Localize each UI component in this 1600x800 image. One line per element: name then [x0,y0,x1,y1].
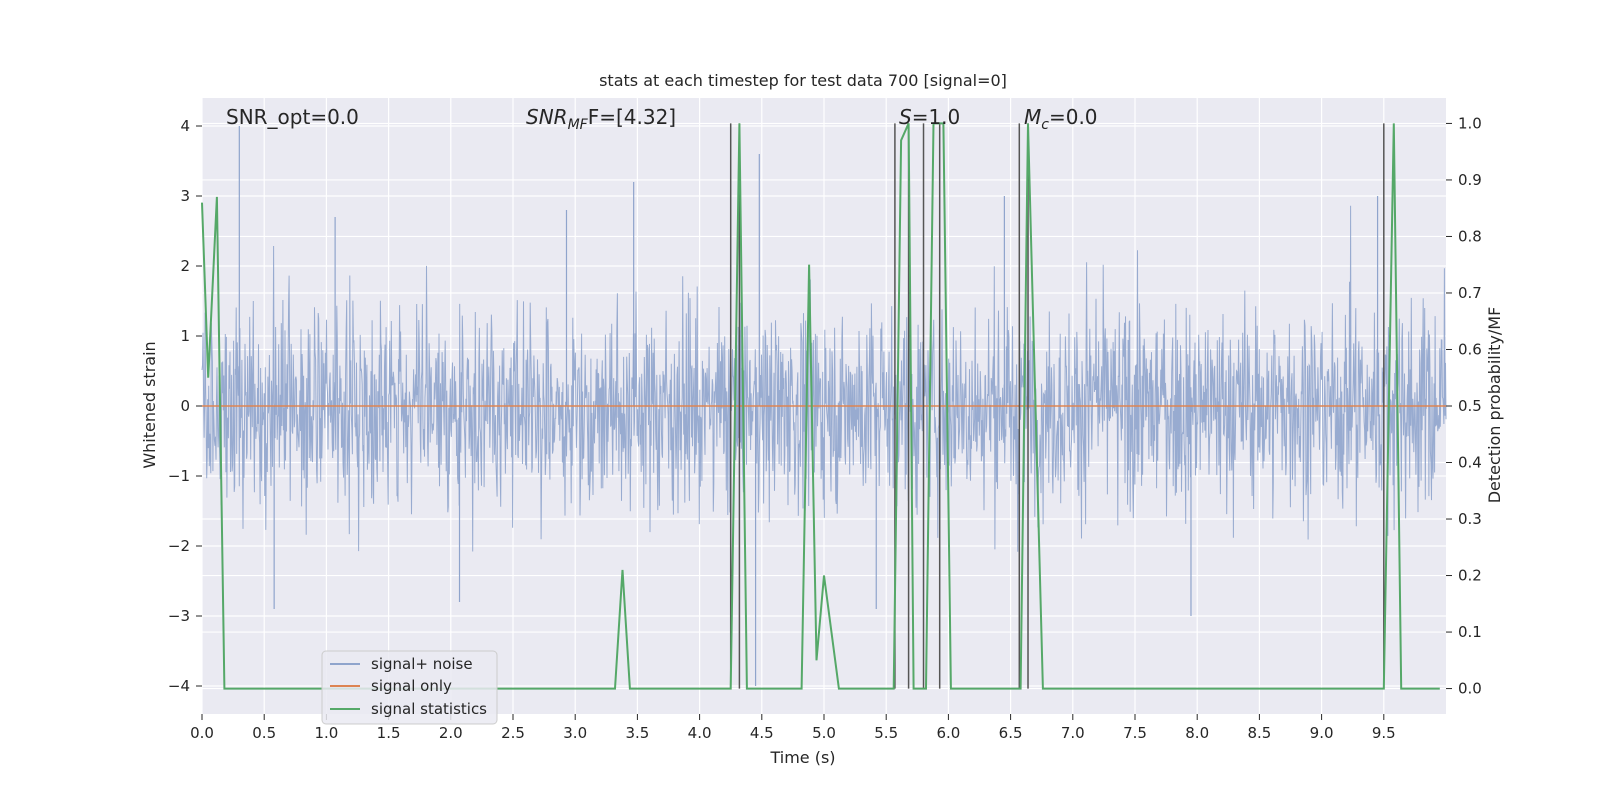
mc-rest: =0.0 [1049,105,1098,129]
x-tick-label: 2.0 [439,724,463,742]
y-axis-label-right: Detection probability/MF [1485,307,1504,504]
mc-subscript: c [1041,117,1049,133]
x-tick-label: 1.0 [314,724,338,742]
y-tick-label-right: 1.0 [1458,114,1482,132]
x-tick-label: 4.5 [750,724,774,742]
x-tick-label: 6.5 [999,724,1023,742]
x-tick-label: 2.5 [501,724,525,742]
x-tick-label: 8.0 [1185,724,1209,742]
x-tick-label: 6.0 [936,724,960,742]
x-axis-label: Time (s) [769,748,835,767]
x-tick-label: 9.5 [1372,724,1396,742]
signal-statistics-line [201,122,1440,690]
snr-mf-base: SNR [526,105,568,129]
x-tick-label: 9.0 [1310,724,1334,742]
y-axis-label-left: Whitened strain [140,341,159,468]
x-tick-label: 8.5 [1247,724,1271,742]
y-tick-label-left: −4 [168,677,190,695]
mc-annotation: Mc=0.0 [1024,105,1098,133]
chart-title: stats at each timestep for test data 700… [599,71,1007,90]
y-tick-label-right: 0.4 [1458,454,1482,472]
x-tick-label: 0.0 [190,724,214,742]
s-rest: =1.0 [912,105,961,129]
legend-label-signal-statistics: signal statistics [371,700,487,718]
y-tick-label-right: 0.1 [1458,623,1482,641]
vertical-markers [729,123,1385,689]
y-tick-label-left: 1 [180,327,190,345]
s-base: S [899,105,912,129]
y-tick-label-left: 2 [180,257,190,275]
y-tick-label-right: 0.3 [1458,510,1482,528]
series-signal-noise [201,126,1447,686]
x-tick-label: 3.0 [563,724,587,742]
y-tick-label-right: 0.0 [1458,680,1482,698]
x-tick-label: 7.0 [1061,724,1085,742]
x-tick-label: 5.5 [874,724,898,742]
snr-mf-rest: F=[4.32] [588,105,676,129]
legend-box [321,650,498,725]
y-tick-label-left: −1 [168,467,190,485]
y-tick-label-left: −2 [168,537,190,555]
x-tick-label: 0.5 [252,724,276,742]
x-tick-label: 3.5 [625,724,649,742]
x-tick-label: 4.0 [688,724,712,742]
legend-label-signal-noise: signal+ noise [371,655,473,673]
snr-mf-annotation: SNRMFF=[4.32] [526,105,676,133]
y-tick-label-left: 0 [180,397,190,415]
y-tick-label-left: −3 [168,607,190,625]
mc-base: M [1024,105,1041,129]
y-tick-label-right: 0.7 [1458,284,1482,302]
legend: signal+ noise signal only signal statist… [321,650,498,725]
y-tick-label-right: 0.6 [1458,340,1482,358]
y-tick-label-right: 0.8 [1458,227,1482,245]
y-tick-label-left: 3 [180,187,190,205]
x-tick-label: 7.5 [1123,724,1147,742]
y-tick-label-left: 4 [180,117,190,135]
x-tick-label: 1.5 [377,724,401,742]
right-axis: 1.0 0.9 0.8 0.7 0.6 0.5 0.4 0.3 0.2 0.1 0.0 [1446,114,1482,698]
legend-label-signal-only: signal only [371,677,452,695]
s-annotation: S=1.0 [899,105,960,129]
y-tick-label-right: 0.5 [1458,397,1482,415]
snr-mf-subscript: MF [568,117,589,133]
y-tick-label-right: 0.9 [1458,171,1482,189]
snr-opt-annotation: SNR_opt=0.0 [226,105,359,129]
x-axis: 0.0 0.5 1.0 1.5 2.0 2.5 3.0 3.5 4.0 4.5 5.0 5.5 6.0 6… [190,714,1396,742]
series-signal-statistics [201,122,1440,690]
x-tick-label: 5.0 [812,724,836,742]
left-axis: 4 3 2 1 0 −1 −2 −3 −4 [168,117,202,695]
noise-trace [201,205,1447,552]
y-tick-label-right: 0.2 [1458,567,1482,585]
